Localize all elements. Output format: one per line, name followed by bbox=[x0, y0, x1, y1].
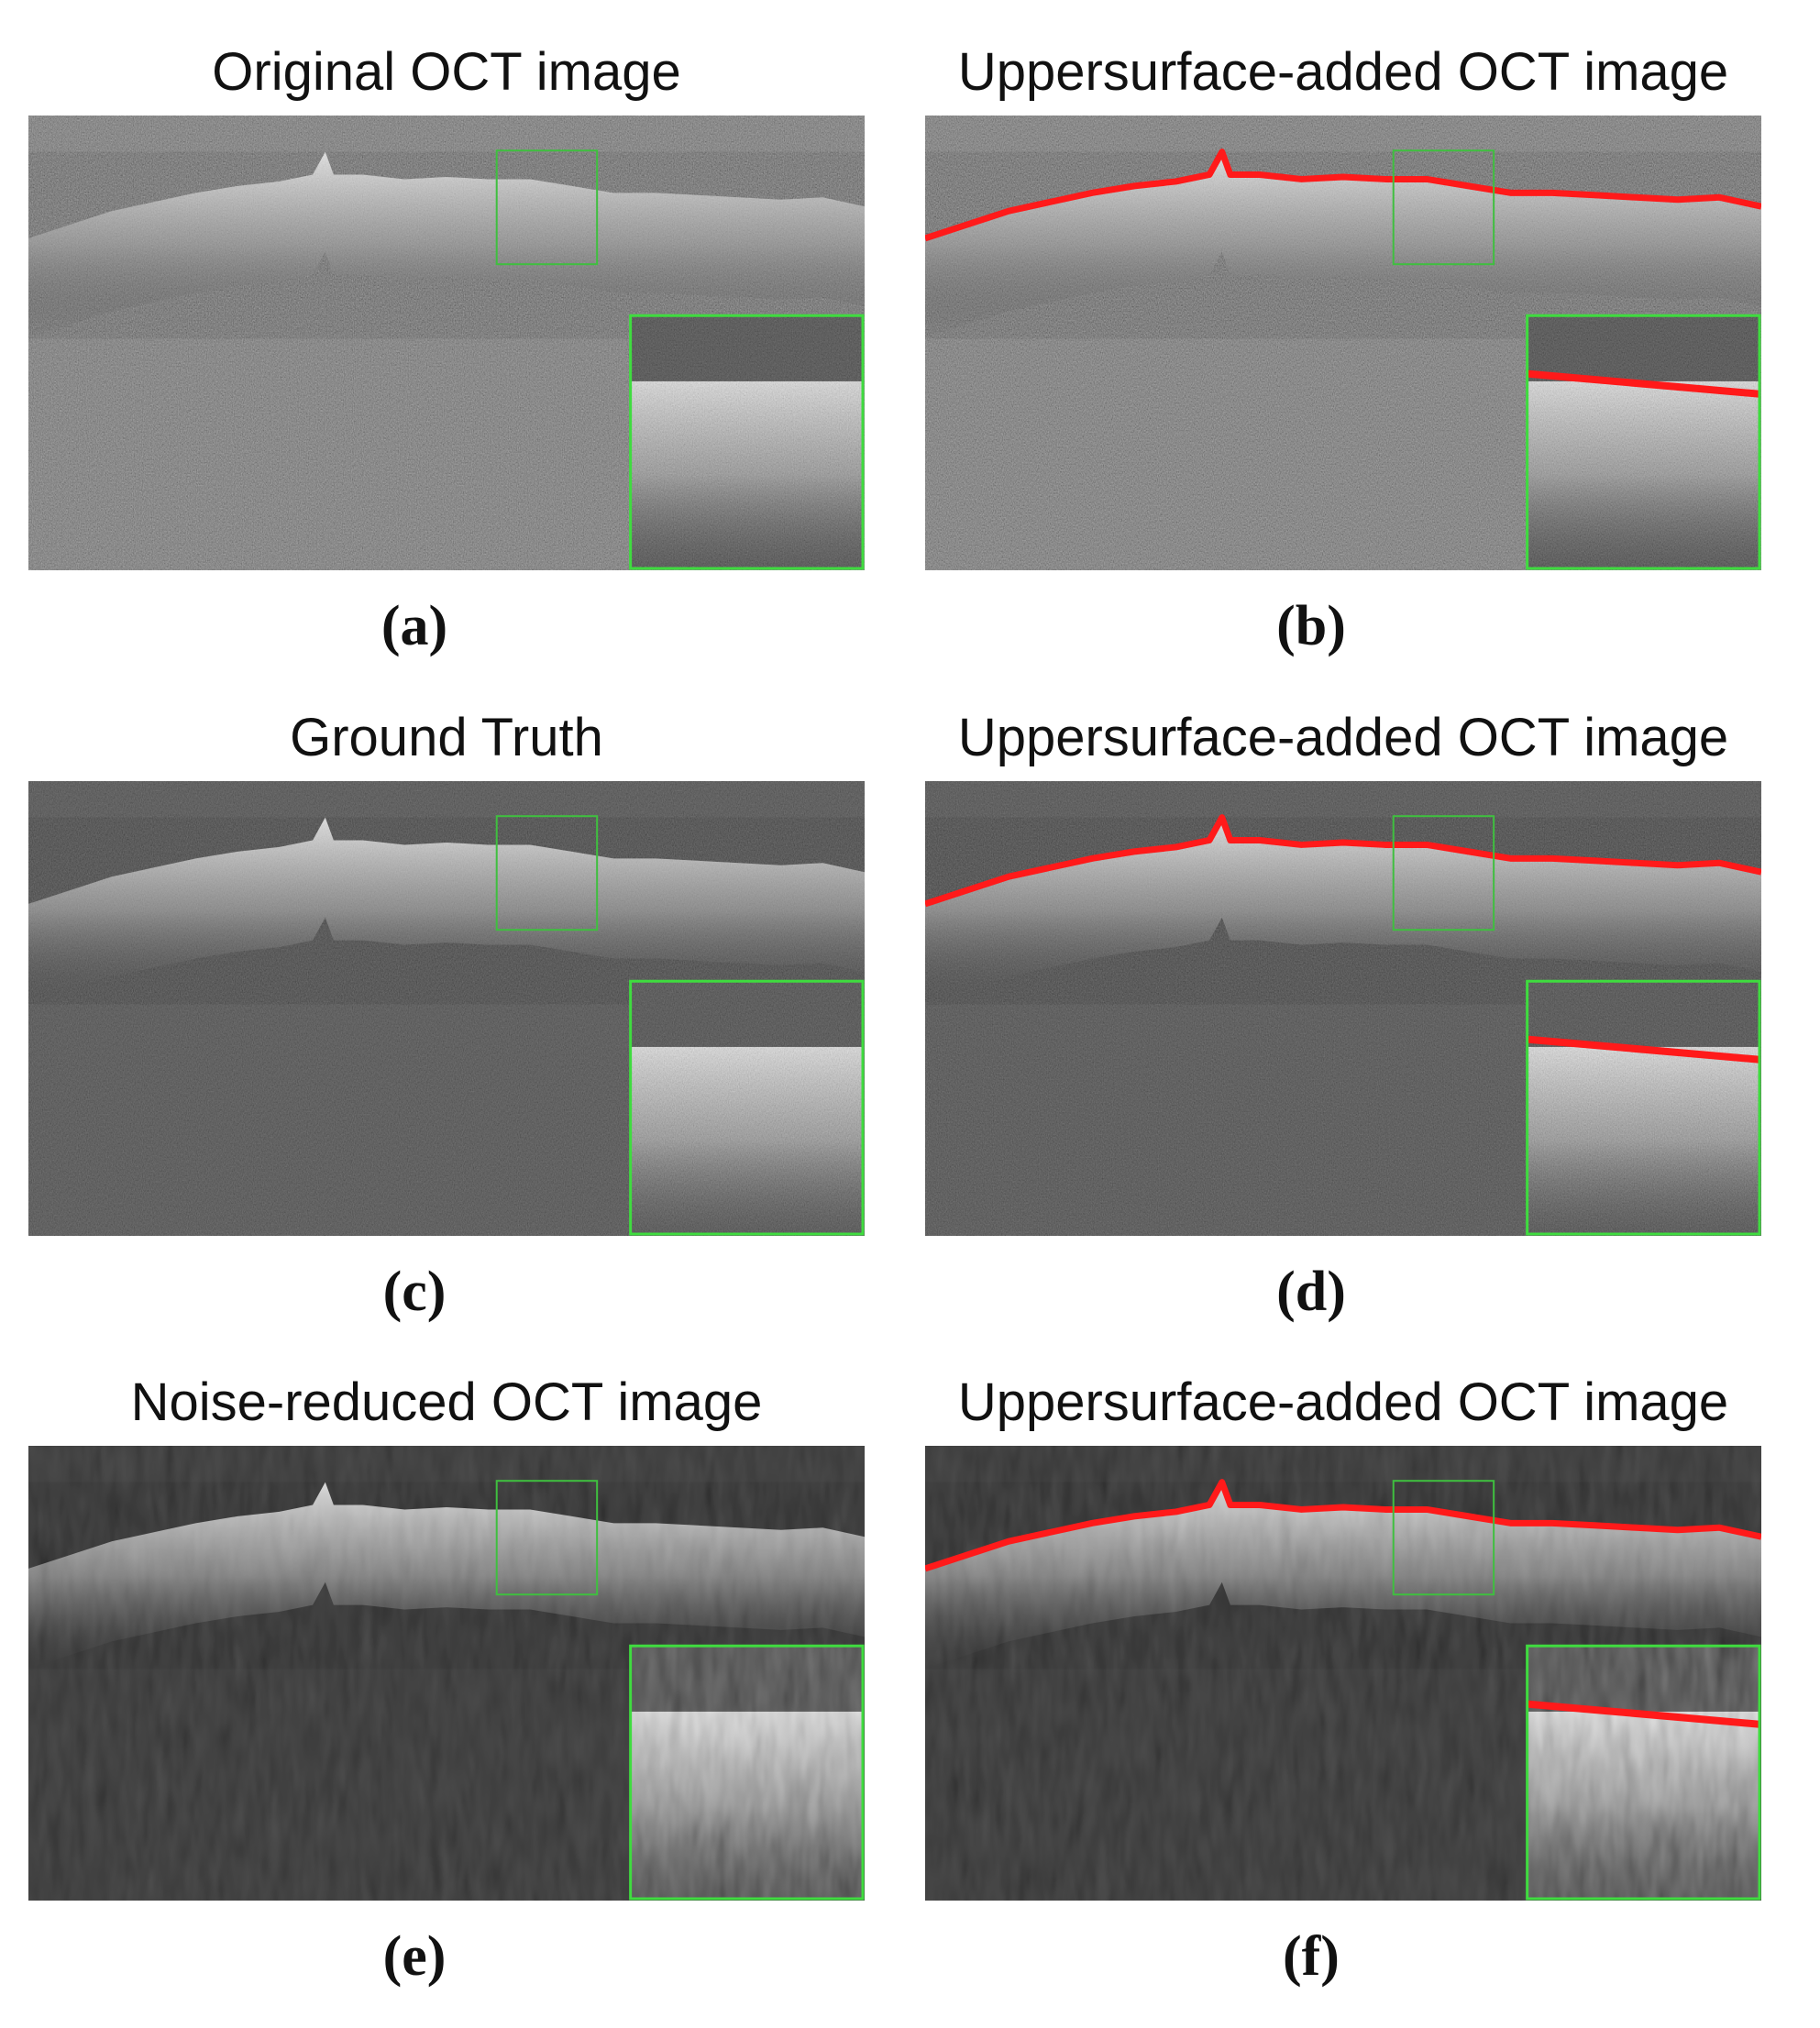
tissue-texture bbox=[925, 817, 1761, 1005]
panel-title: Uppersurface-added OCT image bbox=[957, 42, 1729, 102]
inset-noise bbox=[630, 981, 863, 1234]
inset-border bbox=[1526, 314, 1761, 570]
panel-label: (d) bbox=[1276, 1261, 1346, 1323]
panel-label: (a) bbox=[381, 595, 448, 657]
panel-title: Noise-reduced OCT image bbox=[130, 1372, 763, 1432]
oct-image bbox=[28, 1446, 865, 1901]
inset-noise bbox=[630, 1646, 863, 1899]
tissue-texture bbox=[925, 1482, 1761, 1670]
panel-label: (b) bbox=[1276, 595, 1346, 657]
roi-box bbox=[1392, 815, 1495, 931]
tissue-texture bbox=[28, 1482, 865, 1670]
inset-border bbox=[629, 979, 865, 1236]
surface-line bbox=[925, 149, 1761, 242]
panel-title: Uppersurface-added OCT image bbox=[957, 1372, 1729, 1432]
panel-label: (e) bbox=[382, 1925, 447, 1988]
inset-noise bbox=[1527, 1646, 1759, 1899]
surface-line bbox=[925, 814, 1761, 908]
panel-title: Ground Truth bbox=[290, 708, 603, 767]
roi-box bbox=[1392, 149, 1495, 266]
panel-title: Original OCT image bbox=[212, 42, 681, 102]
surface-line bbox=[925, 1479, 1761, 1572]
inset-border bbox=[1526, 979, 1761, 1236]
panel-title: Uppersurface-added OCT image bbox=[957, 708, 1729, 767]
panel-label: (c) bbox=[382, 1261, 447, 1323]
panel-label: (f) bbox=[1283, 1925, 1340, 1988]
inset-border bbox=[1526, 1644, 1761, 1901]
oct-image bbox=[925, 781, 1761, 1236]
tissue-texture bbox=[28, 151, 865, 339]
roi-box bbox=[1392, 1480, 1495, 1596]
inset-surface-line bbox=[1527, 1035, 1760, 1064]
inset-noise bbox=[1527, 315, 1759, 568]
inset-noise bbox=[630, 315, 863, 568]
oct-image bbox=[925, 116, 1761, 570]
roi-box bbox=[495, 815, 599, 931]
inset-noise bbox=[1527, 981, 1759, 1234]
roi-box bbox=[495, 149, 599, 266]
inset-surface-line bbox=[1527, 369, 1760, 398]
tissue-texture bbox=[28, 817, 865, 1005]
inset-border bbox=[629, 314, 865, 570]
inset-border bbox=[629, 1644, 865, 1901]
inset-surface-line bbox=[1527, 1700, 1760, 1728]
tissue-texture bbox=[925, 151, 1761, 339]
roi-box bbox=[495, 1480, 599, 1596]
oct-image bbox=[28, 781, 865, 1236]
oct-image bbox=[925, 1446, 1761, 1901]
oct-image bbox=[28, 116, 865, 570]
